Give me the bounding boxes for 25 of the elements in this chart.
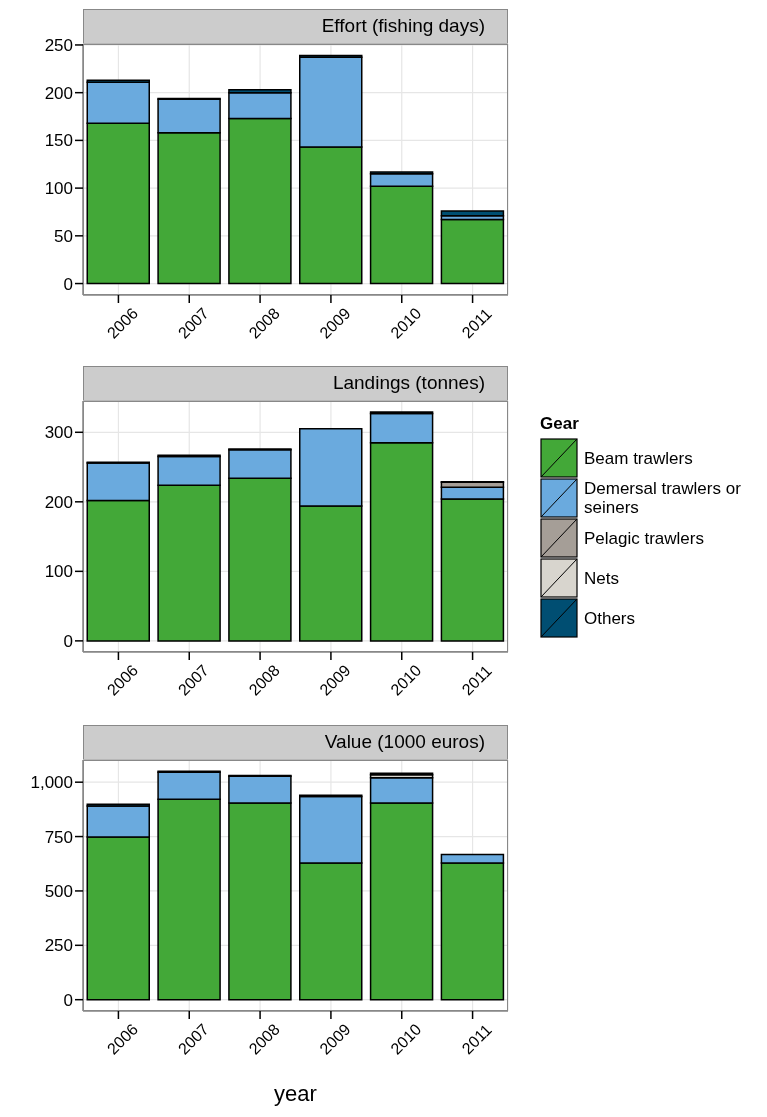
legend-label: Pelagic trawlers [584, 528, 705, 548]
legend-label: Nets [584, 568, 620, 588]
y-tick-label: 150 [44, 131, 73, 151]
chart-title: Value (1000 euros) [83, 725, 508, 760]
y-tick-label: 100 [44, 179, 73, 199]
y-tick-label: 250 [44, 35, 73, 55]
chart-title: Effort (fishing days) [83, 9, 508, 44]
y-tick-label: 300 [44, 423, 73, 443]
y-tick-label: 0 [63, 274, 73, 294]
y-tick-label: 1,000 [30, 773, 73, 793]
y-tick-label: 50 [54, 226, 73, 246]
y-tick-label: 200 [44, 83, 73, 103]
chart-title: Landings (tonnes) [83, 366, 508, 401]
legend-label: Demersal trawlers or seiners [584, 479, 742, 517]
y-tick-label: 750 [44, 827, 73, 847]
y-tick-label: 200 [44, 492, 73, 512]
y-tick-label: 0 [63, 990, 73, 1010]
y-tick-label: 250 [44, 936, 73, 956]
x-axis-title: year [273, 1081, 318, 1107]
legend-title: Gear [540, 414, 580, 434]
legend-label: Others [584, 608, 637, 628]
y-tick-label: 0 [63, 631, 73, 651]
y-tick-label: 500 [44, 881, 73, 901]
y-tick-label: 100 [44, 562, 73, 582]
legend-label: Beam trawlers [584, 448, 694, 468]
